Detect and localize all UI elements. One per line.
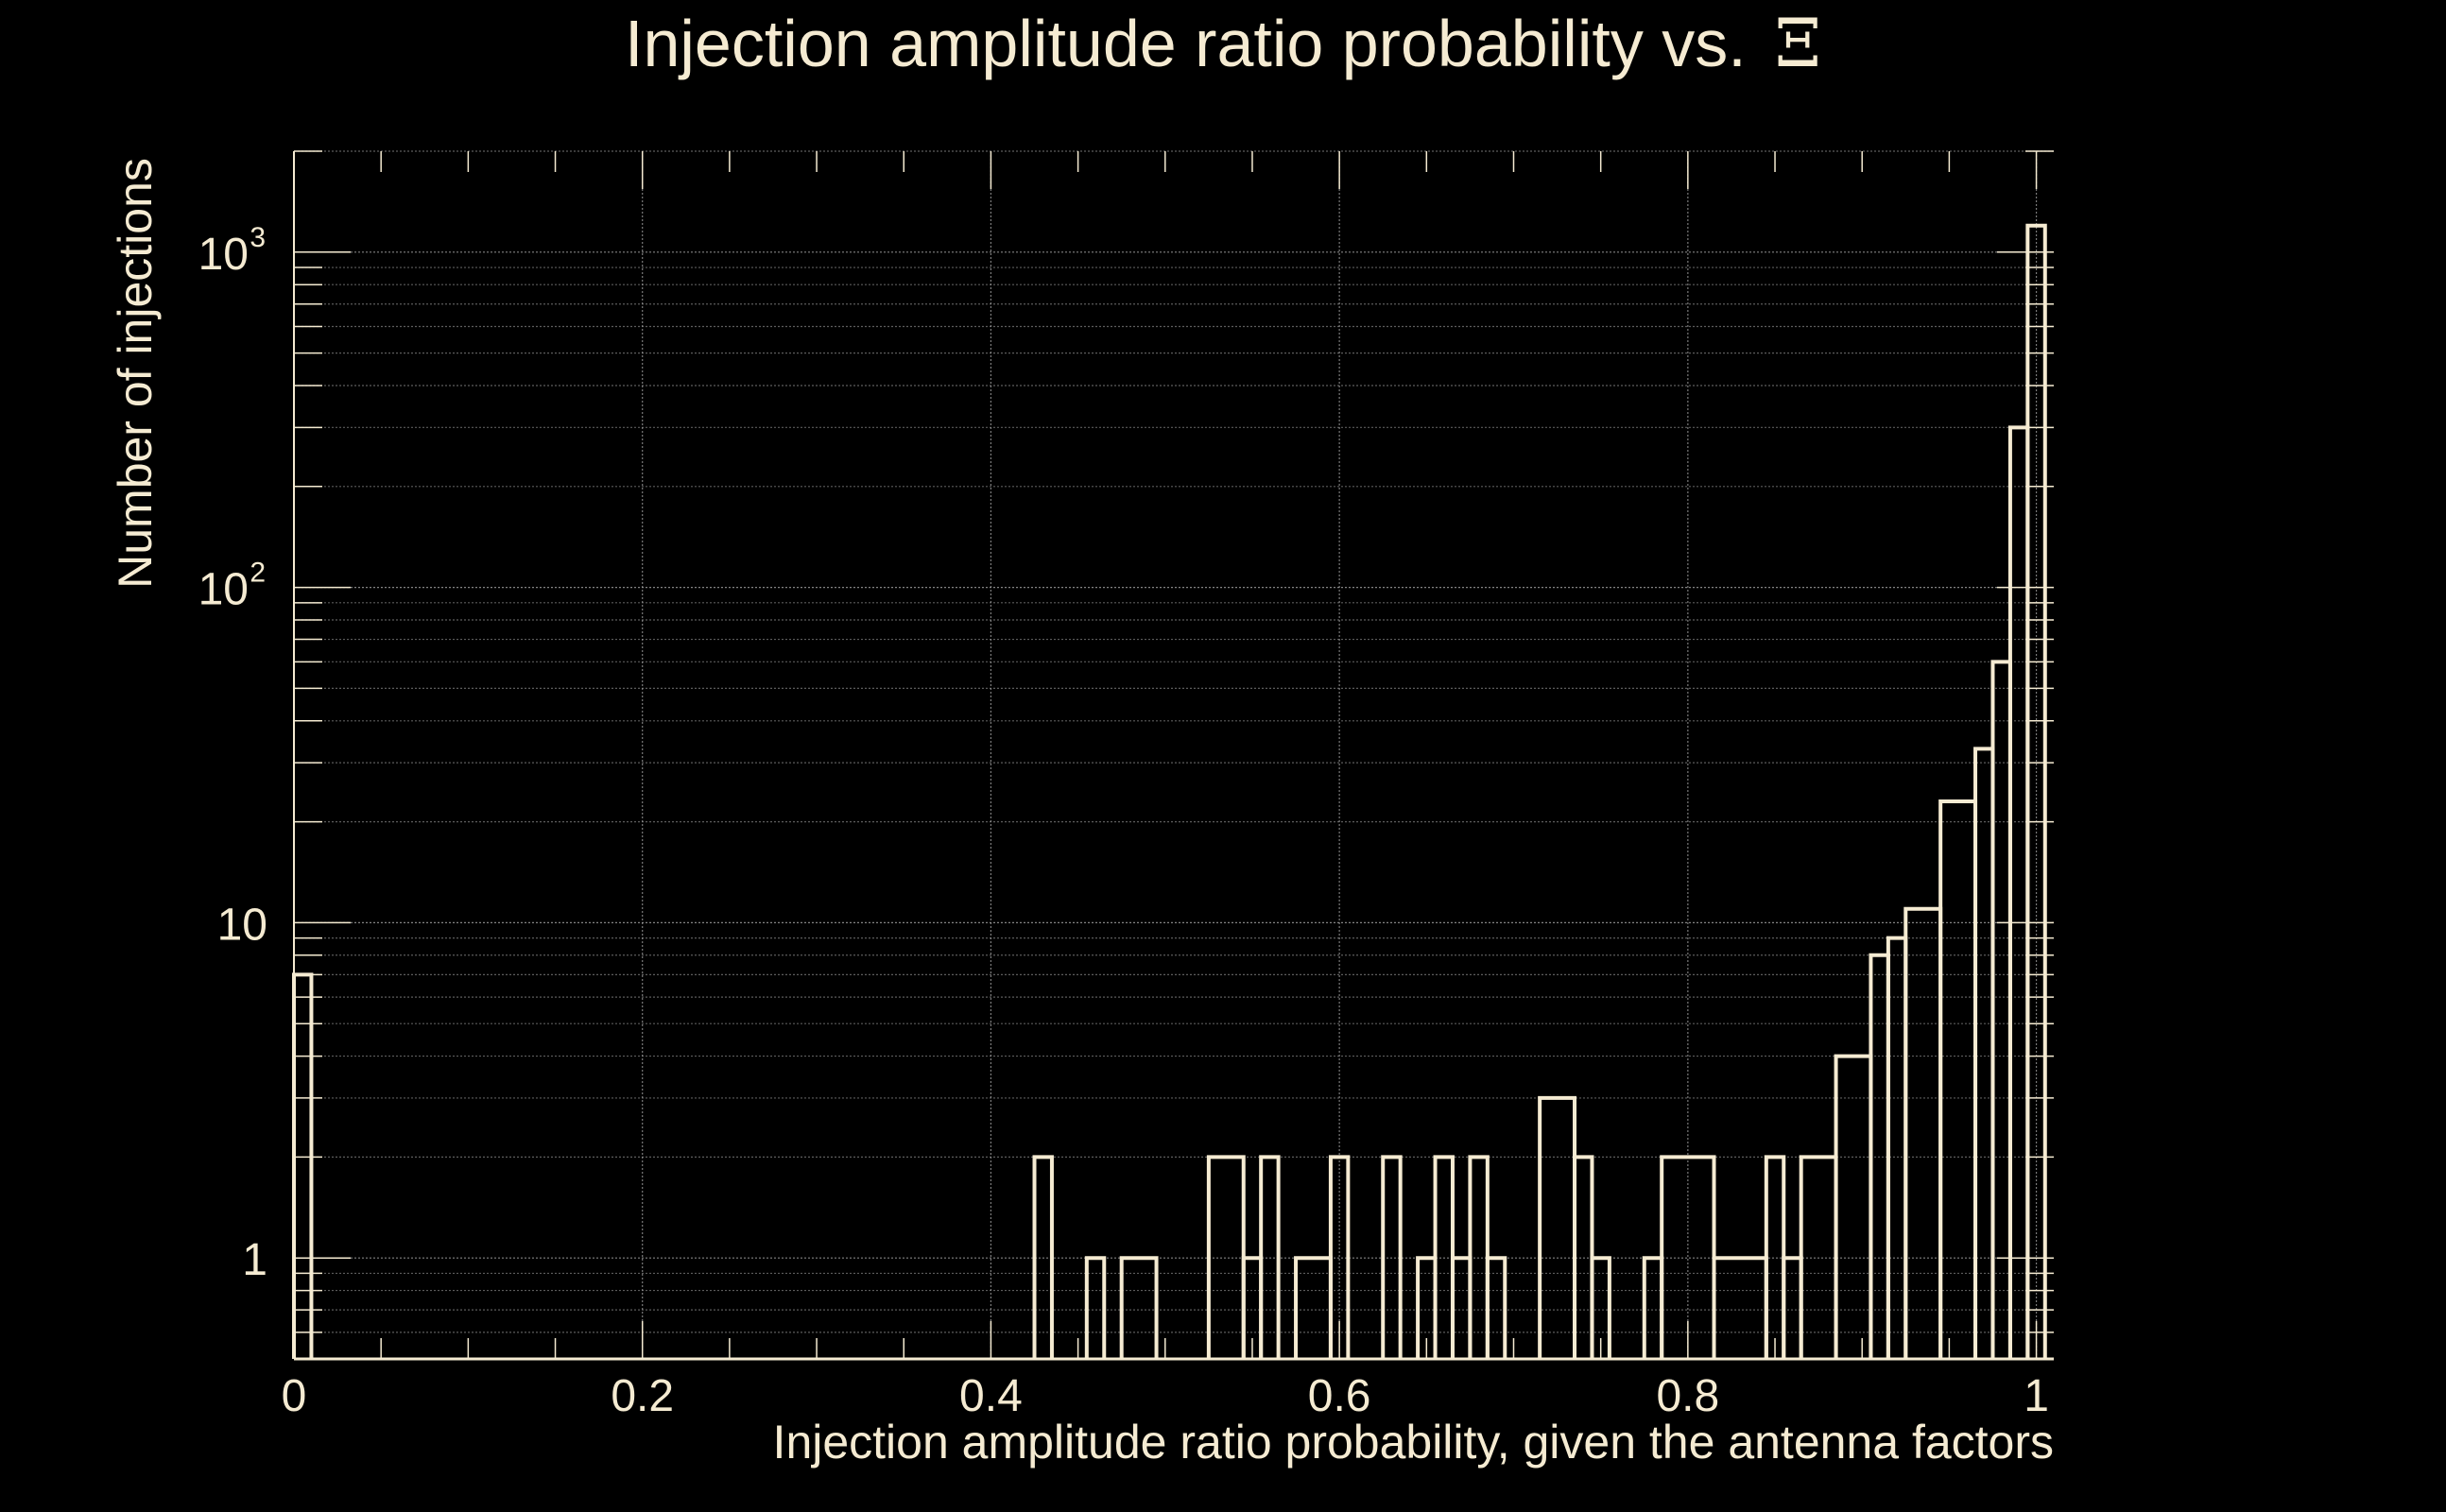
histogram-bar [1990, 660, 2012, 1359]
x-tick-label: 1 [2024, 1371, 2049, 1421]
histogram-bar [1259, 1155, 1281, 1359]
histogram-bar [1381, 1155, 1403, 1359]
histogram-bar [2007, 425, 2030, 1359]
x-tick-label: 0.2 [611, 1371, 674, 1421]
histogram-bar [1973, 747, 1995, 1359]
x-axis-ticks: 0 0.2 0.4 0.6 0.8 1 [282, 151, 2049, 1421]
histogram-bar [1328, 1155, 1351, 1359]
y-tick-label: 10 [217, 900, 267, 950]
x-tick-label: 0.6 [1308, 1371, 1371, 1421]
grid [293, 150, 2054, 1360]
y-tick-label: 10 [198, 565, 249, 615]
x-axis-label: Injection amplitude ratio probability, g… [773, 1416, 2054, 1469]
histogram-bar [1938, 799, 1978, 1359]
y-tick-label: 10 [198, 230, 249, 280]
histogram-bar [1485, 1256, 1507, 1359]
histogram-bar [1903, 906, 1943, 1359]
y-tick-exponent: 2 [250, 558, 266, 589]
y-tick-label: 1 [242, 1235, 267, 1285]
plot-frame [293, 151, 2054, 1361]
chart-title: Injection amplitude ratio probability vs… [625, 5, 1821, 82]
histogram-bar [1538, 1095, 1577, 1359]
histogram-bar [2025, 223, 2047, 1359]
x-tick-label: 0 [282, 1371, 307, 1421]
histogram-bar [292, 972, 314, 1359]
histogram-bar [1084, 1256, 1107, 1359]
y-axis-label: Number of injections [109, 158, 162, 589]
histogram-bar [1590, 1256, 1611, 1359]
x-tick-label: 0.4 [959, 1371, 1023, 1421]
histogram-bars [292, 223, 2047, 1359]
histogram-bar [1119, 1256, 1159, 1359]
y-tick-exponent: 3 [250, 222, 266, 253]
histogram-bar [1886, 936, 1908, 1359]
x-tick-label: 0.8 [1656, 1371, 1719, 1421]
histogram-bar [1032, 1155, 1054, 1359]
histogram-bar [1834, 1054, 1873, 1359]
